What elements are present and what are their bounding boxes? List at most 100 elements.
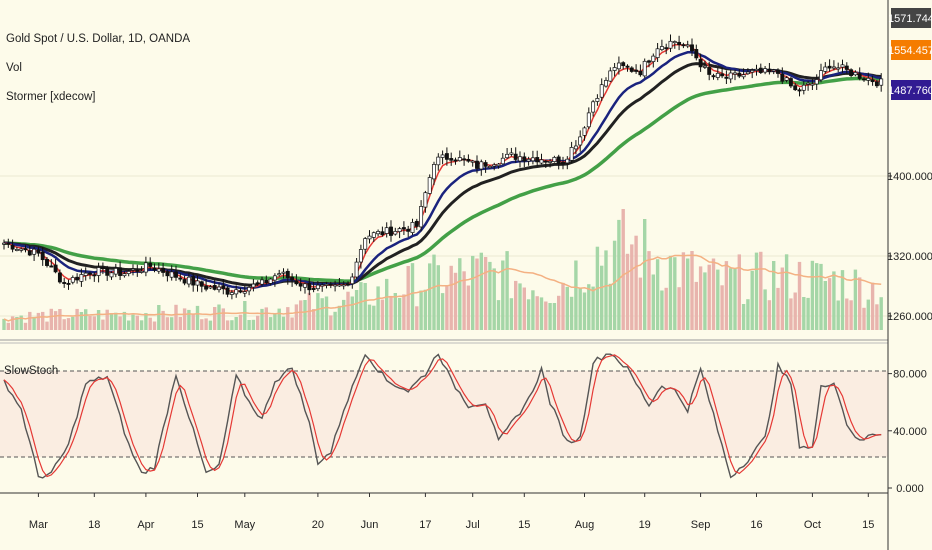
volume-bar bbox=[238, 314, 243, 330]
candle-body bbox=[182, 279, 187, 284]
candle-body bbox=[767, 68, 772, 73]
candle-body bbox=[178, 277, 183, 280]
candle-body bbox=[83, 272, 88, 276]
candle-body bbox=[432, 164, 436, 180]
volume-bar bbox=[677, 287, 681, 330]
stoch-k-line bbox=[3, 353, 882, 479]
candle-body bbox=[677, 41, 682, 45]
candle-body bbox=[444, 153, 449, 160]
candle-body bbox=[23, 248, 28, 251]
candle-body bbox=[702, 65, 707, 68]
volume-bar bbox=[170, 317, 174, 330]
candle-body bbox=[552, 157, 557, 162]
volume-bar bbox=[92, 316, 96, 330]
volume-bar bbox=[548, 303, 552, 330]
candle-body bbox=[453, 159, 458, 162]
volume-bar bbox=[724, 261, 729, 330]
candle-body bbox=[634, 69, 639, 72]
volume-bar bbox=[518, 283, 522, 330]
volume-bar bbox=[127, 320, 131, 330]
volume-bar bbox=[772, 261, 776, 330]
volume-bar bbox=[213, 307, 217, 330]
candle-body bbox=[14, 249, 19, 251]
candle-body bbox=[823, 66, 828, 72]
volume-bar bbox=[393, 293, 397, 330]
candle-body bbox=[509, 152, 514, 155]
volume-bar bbox=[286, 307, 290, 330]
candle-body bbox=[548, 160, 553, 163]
candle-body bbox=[423, 192, 428, 208]
candle-body bbox=[586, 112, 591, 128]
candle-body bbox=[776, 69, 780, 74]
candle-body bbox=[337, 284, 342, 287]
time-tick-label: May bbox=[234, 519, 255, 531]
symbol-legend[interactable]: Gold Spot / U.S. Dollar, 1D, OANDA bbox=[6, 33, 190, 45]
candle-body bbox=[616, 62, 621, 70]
volume-bar bbox=[767, 300, 772, 330]
volume-bar bbox=[475, 258, 479, 330]
candle-body bbox=[272, 275, 277, 281]
candle-body bbox=[384, 227, 389, 234]
volume-bar bbox=[273, 313, 277, 330]
candle-body bbox=[397, 228, 402, 232]
volume-bar bbox=[509, 298, 514, 330]
volume-bar bbox=[161, 310, 165, 330]
candle-body bbox=[784, 77, 789, 81]
volume-bar bbox=[208, 320, 213, 330]
candle-body bbox=[655, 48, 660, 58]
volume-bar bbox=[385, 278, 389, 330]
volume-ma-line bbox=[3, 254, 882, 322]
candle-body bbox=[285, 270, 290, 279]
candle-body bbox=[161, 267, 166, 273]
candle-body bbox=[92, 274, 97, 277]
volume-bar bbox=[655, 259, 660, 330]
stoch-legend[interactable]: SlowStoch bbox=[4, 365, 58, 377]
candle-body bbox=[363, 238, 368, 250]
indicator-legend[interactable]: Stormer [xdecow] bbox=[6, 91, 95, 103]
candle-body bbox=[66, 282, 71, 285]
price-pane[interactable] bbox=[0, 34, 888, 331]
time-axis-ticks[interactable]: Mar 18 Apr 15 May 20 Jun 17 Jul 15 Aug 19 Sep 16 Oct 15 bbox=[29, 493, 875, 531]
candle-body bbox=[32, 248, 37, 255]
volume-legend[interactable]: Vol bbox=[6, 62, 22, 74]
candle-body bbox=[685, 44, 690, 47]
volume-bar bbox=[793, 292, 797, 330]
volume-bar bbox=[342, 299, 346, 330]
volume-bar bbox=[845, 298, 849, 330]
volume-bar bbox=[535, 296, 539, 330]
volume-bar bbox=[316, 293, 320, 330]
volume-bar bbox=[440, 293, 445, 330]
candle-body bbox=[664, 47, 669, 50]
candle-body bbox=[831, 66, 836, 69]
volume-bar bbox=[582, 292, 587, 330]
candle-body bbox=[118, 267, 123, 276]
candle-body bbox=[733, 72, 737, 75]
candle-body bbox=[221, 285, 226, 290]
candle-body bbox=[410, 222, 415, 233]
candle-body bbox=[333, 284, 338, 287]
candle-body bbox=[853, 72, 858, 76]
candle-body bbox=[62, 282, 67, 284]
volume-bar bbox=[531, 290, 535, 330]
volume-bar bbox=[750, 270, 754, 330]
volume-bar bbox=[466, 285, 471, 330]
volume-bar bbox=[544, 301, 548, 330]
candle-body bbox=[569, 147, 574, 161]
candle-body bbox=[780, 73, 785, 82]
volume-bar bbox=[479, 252, 483, 330]
candle-body bbox=[539, 159, 544, 164]
candle-body bbox=[255, 282, 260, 285]
volume-bar bbox=[458, 258, 462, 330]
volume-bar bbox=[131, 314, 135, 330]
volume-bar bbox=[806, 297, 810, 330]
candle-body bbox=[294, 280, 299, 285]
volume-bar bbox=[501, 260, 505, 330]
candle-body bbox=[698, 58, 703, 68]
stochastic-pane[interactable] bbox=[0, 353, 888, 479]
volume-bar bbox=[376, 286, 380, 330]
volume-bar bbox=[436, 265, 440, 330]
volume-bar bbox=[496, 300, 501, 330]
candle-body bbox=[380, 231, 385, 236]
volume-bar bbox=[264, 307, 268, 330]
